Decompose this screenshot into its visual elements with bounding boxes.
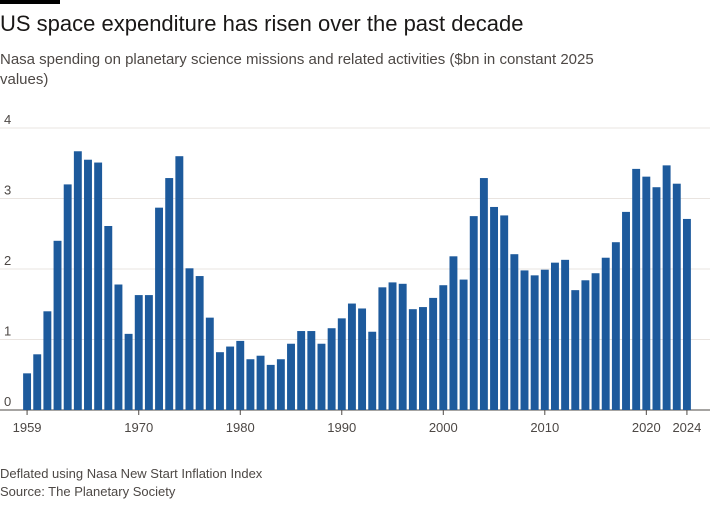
x-tick-label: 1980 xyxy=(226,420,255,435)
bar xyxy=(226,346,235,410)
bar xyxy=(510,254,519,410)
bar xyxy=(611,242,620,410)
y-tick-label: 3 xyxy=(4,183,11,198)
top-rule xyxy=(0,0,60,4)
x-tick-label: 2020 xyxy=(632,420,661,435)
bar xyxy=(601,257,610,410)
footnote: Deflated using Nasa New Start Inflation … xyxy=(0,466,263,481)
chart-subtitle: Nasa spending on planetary science missi… xyxy=(0,51,594,88)
bar xyxy=(134,295,143,410)
source-note: Source: The Planetary Society xyxy=(0,484,176,499)
bar xyxy=(591,273,600,410)
bar xyxy=(256,355,265,410)
chart-title: US space expenditure has risen over the … xyxy=(0,11,524,36)
bar xyxy=(175,156,184,410)
bar xyxy=(84,159,92,410)
bar xyxy=(33,354,42,410)
bar xyxy=(540,269,549,410)
bar xyxy=(23,373,32,410)
bar-chart: 0 1 2 3 4 1959 1970 1980 1990 2000 2010 2020 2024 xyxy=(0,112,710,435)
bar xyxy=(94,162,103,410)
x-axis-ticks: 1959 1970 1980 1990 2000 2010 2020 2024 xyxy=(13,410,701,435)
x-tick-label: 1990 xyxy=(327,420,356,435)
bar xyxy=(43,311,52,410)
bar xyxy=(469,216,478,410)
bar xyxy=(642,176,651,410)
bar xyxy=(73,151,82,410)
x-tick-label: 2000 xyxy=(429,420,458,435)
bar xyxy=(195,276,204,410)
bar xyxy=(205,317,214,410)
bar xyxy=(276,359,285,410)
bar xyxy=(327,328,336,410)
bar xyxy=(581,280,590,410)
bar xyxy=(662,165,671,410)
bar xyxy=(682,218,691,410)
bar xyxy=(561,259,570,410)
bar xyxy=(571,290,580,410)
bar xyxy=(358,308,367,410)
y-tick-label: 4 xyxy=(4,112,11,127)
bar xyxy=(104,225,113,410)
bar xyxy=(449,256,458,410)
x-tick-label: 2024 xyxy=(672,420,701,435)
x-tick-label: 1959 xyxy=(13,420,42,435)
bar xyxy=(53,240,62,410)
bar xyxy=(185,268,194,410)
x-tick-label: 1970 xyxy=(124,420,153,435)
bar xyxy=(378,287,387,410)
bar xyxy=(63,184,72,410)
bar xyxy=(368,331,377,410)
bars xyxy=(23,151,691,410)
bar xyxy=(266,364,275,410)
y-tick-label: 2 xyxy=(4,253,11,268)
bar xyxy=(632,168,641,410)
y-tick-label: 1 xyxy=(4,324,11,339)
bar xyxy=(419,307,427,410)
bar xyxy=(114,284,123,410)
bar xyxy=(388,282,397,410)
bar xyxy=(287,343,295,410)
bar xyxy=(337,318,346,410)
bar xyxy=(622,211,630,410)
bar xyxy=(439,285,448,410)
bar xyxy=(652,187,661,410)
bar xyxy=(307,331,316,410)
bar xyxy=(155,207,164,410)
footer: Deflated using Nasa New Start Inflation … xyxy=(0,465,720,501)
bar xyxy=(317,343,326,410)
y-axis-ticks: 0 1 2 3 4 xyxy=(4,112,11,409)
bar xyxy=(165,178,174,410)
bar xyxy=(500,215,509,410)
bar xyxy=(398,283,407,410)
bar xyxy=(530,275,539,410)
bar xyxy=(408,309,417,410)
bar xyxy=(479,178,488,410)
bar xyxy=(124,333,133,410)
bar xyxy=(490,206,499,410)
bar xyxy=(672,183,681,410)
bar xyxy=(236,340,245,410)
x-tick-label: 2010 xyxy=(530,420,559,435)
bar xyxy=(550,262,559,410)
bar xyxy=(429,297,438,410)
y-tick-label: 0 xyxy=(4,394,11,409)
bar xyxy=(297,331,306,410)
bar xyxy=(246,359,255,410)
bar xyxy=(347,303,356,410)
bar xyxy=(215,352,224,410)
bar xyxy=(459,279,468,410)
bar xyxy=(520,270,529,410)
bar xyxy=(144,295,153,410)
